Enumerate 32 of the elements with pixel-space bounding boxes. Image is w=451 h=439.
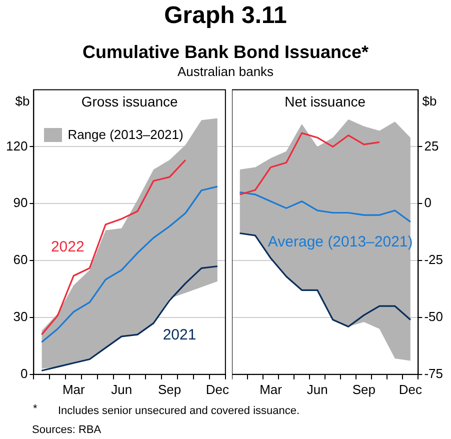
x-tick-label: Jun bbox=[111, 382, 132, 397]
chart-title: Gross issuance bbox=[81, 94, 178, 110]
chart-title: Net issuance bbox=[284, 94, 366, 110]
series-label: 2021 bbox=[162, 326, 196, 344]
x-tick-label: Mar bbox=[260, 382, 283, 397]
annotation: Range (2013–2021) bbox=[68, 126, 184, 142]
y-tick-label: 60 bbox=[13, 252, 28, 268]
y-tick-label: 90 bbox=[13, 195, 28, 210]
y-tick-label: 25 bbox=[424, 138, 439, 154]
y-tick-label: -75 bbox=[424, 366, 444, 381]
x-tick-label: Dec bbox=[398, 382, 423, 397]
y-axis-title: $b bbox=[15, 93, 30, 108]
x-tick-label: Jun bbox=[306, 382, 328, 397]
y-tick-label: 30 bbox=[13, 309, 28, 324]
series-label: Average (2013–2021) bbox=[268, 234, 413, 251]
text: * bbox=[33, 403, 38, 415]
text: Australian banks bbox=[176, 64, 275, 79]
source-note: Sources: RBA bbox=[32, 424, 102, 436]
x-tick-label: Mar bbox=[62, 382, 86, 397]
y-tick-label: 0 bbox=[424, 195, 432, 210]
text: Includes senior unsecured and covered issuance. bbox=[58, 405, 300, 417]
x-tick-label: Sep bbox=[352, 382, 376, 397]
y-tick-label: -50 bbox=[424, 309, 444, 324]
y-tick-label: 0 bbox=[20, 366, 28, 381]
x-tick-label: Dec bbox=[206, 382, 230, 397]
text: Cumulative Bank Bond Issuance* bbox=[81, 42, 370, 63]
y-tick-label: -25 bbox=[424, 252, 444, 268]
y-tick-label: 120 bbox=[6, 138, 28, 154]
x-tick-label: Sep bbox=[158, 382, 182, 397]
caption: Graph 3.11 bbox=[163, 2, 288, 30]
series-label: 2022 bbox=[50, 238, 84, 256]
y-axis-title: $b bbox=[422, 93, 437, 108]
